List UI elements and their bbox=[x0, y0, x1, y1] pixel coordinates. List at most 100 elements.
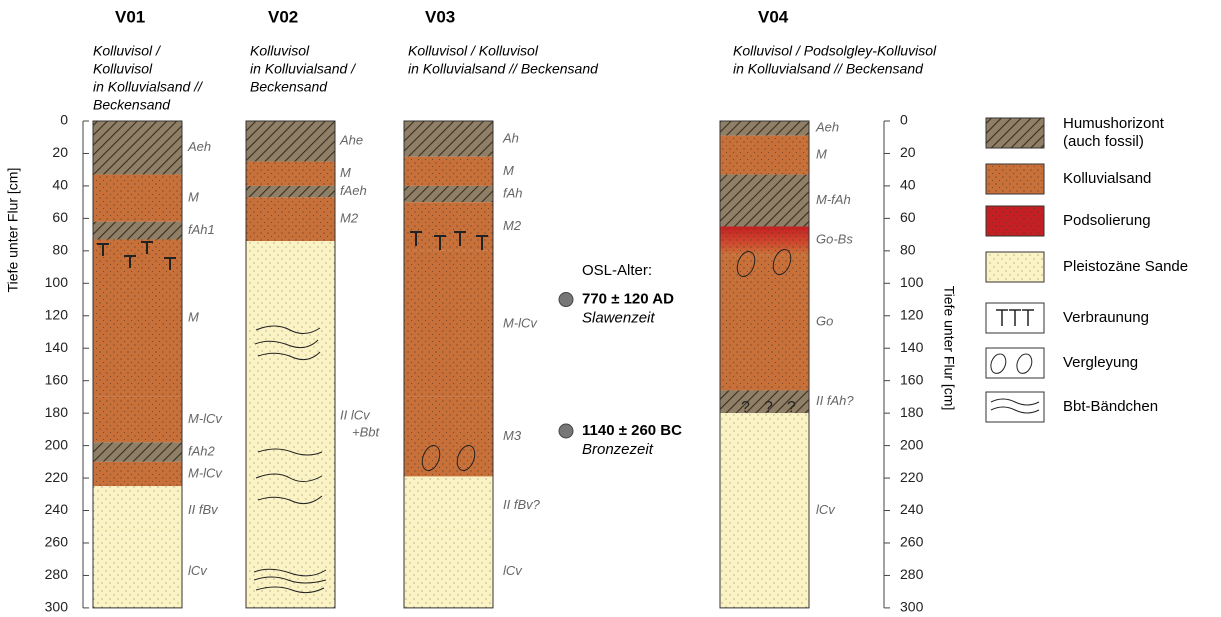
horizon-label: lCv bbox=[503, 563, 523, 578]
tick-label: 140 bbox=[45, 339, 69, 355]
legend-label: (auch fossil) bbox=[1063, 133, 1144, 150]
tick-label: 220 bbox=[900, 469, 924, 485]
horizon-label: fAeh bbox=[340, 183, 367, 198]
horizon bbox=[720, 121, 809, 136]
tick-label: 260 bbox=[45, 534, 69, 550]
horizon bbox=[404, 121, 493, 157]
tick-label: 80 bbox=[900, 242, 916, 258]
horizon-label: M2 bbox=[340, 211, 359, 226]
horizon-texture bbox=[93, 462, 182, 486]
profile-description: Kolluvisol / bbox=[93, 43, 162, 59]
horizon-label: Aeh bbox=[815, 120, 839, 135]
horizon bbox=[404, 535, 493, 608]
horizon-label: fAh bbox=[503, 185, 523, 200]
tick-label: 100 bbox=[900, 274, 924, 290]
legend-symbol bbox=[996, 310, 1034, 326]
tick-label: 100 bbox=[45, 274, 69, 290]
profile-description: Beckensand bbox=[93, 97, 171, 113]
horizon bbox=[720, 175, 809, 227]
horizon-label: M-lCv bbox=[188, 465, 223, 480]
profile-id: V02 bbox=[268, 7, 298, 26]
horizon bbox=[93, 222, 182, 240]
profile-id: V01 bbox=[115, 7, 145, 26]
legend-swatch bbox=[986, 118, 1044, 148]
profile-description: Beckensand bbox=[250, 79, 328, 95]
horizon bbox=[93, 121, 182, 175]
osl-period: Bronzezeit bbox=[582, 441, 654, 458]
horizon-label: M-lCv bbox=[188, 411, 223, 426]
horizon-label: lCv bbox=[188, 563, 208, 578]
tick-label: 240 bbox=[45, 501, 69, 517]
legend-swatch bbox=[986, 392, 1044, 422]
profile-description: Kolluvisol bbox=[93, 61, 153, 77]
tick-label: 300 bbox=[900, 599, 924, 612]
horizon bbox=[93, 486, 182, 535]
svg-text:?: ? bbox=[787, 399, 796, 416]
profile-description: Kolluvisol / Podsolgley-Kolluvisol bbox=[733, 43, 937, 59]
horizon-label: II lCv bbox=[340, 407, 371, 422]
legend-label: Vergleyung bbox=[1063, 354, 1138, 371]
horizon-label: M-fAh bbox=[816, 192, 851, 207]
horizon-texture bbox=[720, 254, 809, 390]
tick-label: 220 bbox=[45, 469, 69, 485]
horizon-label: M2 bbox=[503, 218, 522, 233]
tick-label: 200 bbox=[45, 436, 69, 452]
horizon-label: Go-Bs bbox=[816, 232, 853, 247]
horizon bbox=[720, 413, 809, 608]
tick-label: 60 bbox=[900, 209, 916, 225]
tick-label: 120 bbox=[45, 306, 69, 322]
horizon-label: M bbox=[503, 163, 514, 178]
tick-label: 20 bbox=[900, 144, 916, 160]
horizon-texture bbox=[404, 202, 493, 251]
tick-label: 280 bbox=[45, 566, 69, 582]
horizon-texture bbox=[720, 136, 809, 175]
horizon-texture bbox=[93, 175, 182, 222]
legend-label: Pleistozäne Sande bbox=[1063, 258, 1188, 275]
profile-id: V04 bbox=[758, 7, 789, 26]
legend-label: Podsolierung bbox=[1063, 212, 1151, 229]
osl-sample bbox=[559, 293, 573, 307]
horizon-label: fAh2 bbox=[188, 444, 216, 459]
osl-age: 770 ± 120 AD bbox=[582, 290, 674, 307]
horizon bbox=[404, 186, 493, 202]
horizon bbox=[246, 186, 335, 197]
horizon-label: M bbox=[816, 147, 827, 162]
tick-label: 140 bbox=[900, 339, 924, 355]
horizon-label: Aeh bbox=[187, 139, 211, 154]
horizon bbox=[246, 241, 335, 608]
tick-label: 180 bbox=[900, 404, 924, 420]
horizon-label: M bbox=[188, 310, 199, 325]
osl-sample bbox=[559, 424, 573, 438]
tick-label: 120 bbox=[900, 306, 924, 322]
horizon-label: II fAh? bbox=[816, 393, 854, 408]
legend-texture bbox=[986, 206, 1044, 236]
horizon-texture bbox=[404, 157, 493, 186]
profile-id: V03 bbox=[425, 7, 455, 26]
tick-label: 60 bbox=[52, 209, 68, 225]
horizon-texture bbox=[404, 397, 493, 477]
horizon-label: M bbox=[340, 165, 351, 180]
horizon-texture bbox=[246, 162, 335, 186]
horizon-texture bbox=[93, 239, 182, 396]
profile-description: Kolluvisol / Kolluvisol bbox=[408, 43, 539, 59]
profile-description: in Kolluvialsand / bbox=[250, 61, 357, 77]
legend-swatch bbox=[986, 252, 1044, 282]
axis-label: Tiefe unter Flur [cm] bbox=[5, 168, 21, 293]
horizon-texture bbox=[246, 197, 335, 241]
profile-description: in Kolluvialsand // Beckensand bbox=[733, 61, 924, 77]
svg-text:?: ? bbox=[741, 399, 750, 416]
osl-age: 1140 ± 260 BC bbox=[582, 422, 682, 439]
svg-text:?: ? bbox=[764, 399, 773, 416]
axis-label: Tiefe unter Flur [cm] bbox=[941, 286, 957, 411]
horizon-texture bbox=[93, 397, 182, 442]
horizon-label: II fBv bbox=[188, 502, 219, 517]
legend-label: Kolluvialsand bbox=[1063, 170, 1151, 187]
tick-label: 0 bbox=[900, 112, 908, 128]
horizon-label: II fBv? bbox=[503, 497, 541, 512]
horizon-texture bbox=[404, 251, 493, 397]
profile-description: Kolluvisol bbox=[250, 43, 310, 59]
legend-label: Verbraunung bbox=[1063, 309, 1149, 326]
horizon-label: Ahe bbox=[339, 133, 363, 148]
legend-texture bbox=[986, 164, 1044, 194]
tick-label: 200 bbox=[900, 436, 924, 452]
